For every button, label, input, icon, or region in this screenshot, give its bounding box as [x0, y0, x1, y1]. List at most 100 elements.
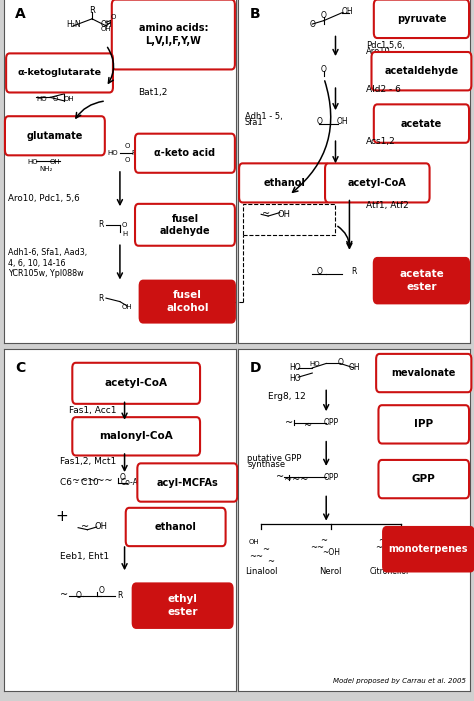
Text: OPP: OPP [323, 418, 338, 427]
Text: O: O [110, 14, 116, 20]
FancyBboxPatch shape [374, 0, 469, 38]
Text: R: R [99, 220, 104, 229]
Text: ~: ~ [285, 418, 293, 428]
Text: Fas1,2, Mct1: Fas1,2, Mct1 [60, 458, 116, 466]
FancyBboxPatch shape [374, 258, 469, 304]
FancyBboxPatch shape [383, 527, 474, 571]
Text: fusel
aldehyde: fusel aldehyde [160, 214, 210, 236]
Text: OH: OH [100, 27, 111, 32]
Text: malonyl-CoA: malonyl-CoA [100, 431, 173, 442]
Text: O: O [124, 157, 129, 163]
Text: O: O [122, 222, 127, 228]
Text: α-keto acid: α-keto acid [155, 148, 216, 158]
FancyBboxPatch shape [112, 0, 235, 69]
Text: putative GPP: putative GPP [247, 454, 301, 463]
FancyBboxPatch shape [376, 354, 471, 392]
Text: ~~~~~: ~~~~~ [72, 476, 112, 486]
Text: ~: ~ [303, 421, 312, 431]
Text: ethyl
ester: ethyl ester [167, 594, 198, 617]
FancyBboxPatch shape [239, 163, 330, 203]
Text: ~: ~ [262, 210, 270, 219]
FancyBboxPatch shape [325, 163, 429, 203]
Text: O: O [119, 473, 125, 482]
Text: ~: ~ [378, 536, 385, 545]
Text: O: O [310, 20, 315, 29]
FancyBboxPatch shape [73, 417, 200, 456]
FancyBboxPatch shape [140, 280, 235, 322]
FancyBboxPatch shape [135, 134, 235, 172]
Text: ~: ~ [262, 545, 269, 554]
Text: ~OH: ~OH [322, 548, 340, 557]
Text: OH: OH [348, 363, 360, 372]
Text: R: R [117, 591, 123, 600]
Text: Co-A: Co-A [120, 478, 138, 487]
FancyBboxPatch shape [378, 405, 469, 444]
Text: OH: OH [121, 304, 132, 310]
Text: H: H [122, 231, 127, 236]
Text: Nerol: Nerol [319, 567, 342, 576]
Text: Eeb1, Eht1: Eeb1, Eht1 [60, 552, 109, 561]
Text: glutamate: glutamate [27, 131, 83, 141]
Text: Adh1-6, Sfa1, Aad3,
4, 6, 10, 14-16
YCR105w, Ypl088w: Adh1-6, Sfa1, Aad3, 4, 6, 10, 14-16 YCR1… [9, 248, 88, 278]
Text: HO: HO [309, 362, 320, 367]
Text: Aro10: Aro10 [366, 48, 391, 57]
FancyBboxPatch shape [137, 463, 237, 502]
FancyBboxPatch shape [126, 508, 226, 546]
Text: HO: HO [108, 150, 118, 156]
Text: IPP: IPP [414, 419, 433, 429]
FancyBboxPatch shape [135, 204, 235, 246]
Text: OH: OH [383, 552, 394, 557]
Text: Aro10, Pdc1, 5,6: Aro10, Pdc1, 5,6 [9, 194, 80, 203]
Text: acetyl-CoA: acetyl-CoA [348, 178, 407, 188]
Text: Linalool: Linalool [245, 567, 277, 576]
Text: R: R [89, 6, 95, 15]
FancyBboxPatch shape [6, 53, 113, 93]
Text: Fas1, Acc1: Fas1, Acc1 [69, 406, 116, 415]
Text: HO: HO [36, 96, 47, 102]
Text: acetaldehyde: acetaldehyde [384, 66, 458, 76]
Text: acetyl-CoA: acetyl-CoA [105, 379, 168, 388]
Text: OH: OH [100, 20, 112, 29]
Text: Pdc1,5,6,: Pdc1,5,6, [366, 41, 405, 50]
Text: O: O [99, 586, 104, 594]
Text: O: O [321, 65, 327, 74]
Text: ~~~: ~~~ [284, 475, 308, 485]
Text: Sfa1: Sfa1 [245, 118, 264, 128]
Text: Acs1,2: Acs1,2 [366, 137, 395, 147]
Text: R: R [131, 150, 136, 156]
Text: synthase: synthase [247, 461, 285, 469]
Text: HO: HO [289, 374, 301, 383]
Text: pyruvate: pyruvate [397, 14, 446, 24]
Text: Citronellol: Citronellol [369, 567, 409, 576]
Text: Adh1 - 5,: Adh1 - 5, [245, 112, 283, 121]
Text: amino acids:
L,V,I,F,Y,W: amino acids: L,V,I,F,Y,W [138, 23, 208, 46]
Text: C: C [15, 361, 26, 375]
Text: ~: ~ [320, 536, 328, 545]
Text: ~: ~ [276, 472, 284, 482]
FancyBboxPatch shape [374, 104, 469, 143]
Text: O: O [337, 358, 343, 367]
Text: OH: OH [337, 117, 348, 126]
Text: α-ketoglutarate: α-ketoglutarate [18, 69, 101, 77]
Text: R: R [351, 267, 357, 276]
Text: Model proposed by Carrau et al. 2005: Model proposed by Carrau et al. 2005 [333, 678, 465, 683]
Text: ethanol: ethanol [264, 178, 305, 188]
Text: mevalonate: mevalonate [392, 368, 456, 378]
Text: D: D [249, 361, 261, 375]
Text: fusel
alcohol: fusel alcohol [166, 290, 209, 313]
Text: OH: OH [278, 210, 291, 219]
Text: O: O [75, 591, 81, 600]
Text: Atf1, Atf2: Atf1, Atf2 [366, 201, 409, 210]
Text: A: A [15, 6, 26, 20]
Text: O: O [316, 267, 322, 276]
Text: acetate: acetate [401, 118, 442, 128]
Text: ~: ~ [81, 522, 89, 532]
Text: acetate
ester: acetate ester [399, 269, 444, 292]
Text: Bat1,2: Bat1,2 [138, 88, 168, 97]
Text: O: O [321, 11, 327, 20]
Text: ~: ~ [60, 590, 68, 600]
Text: O: O [52, 96, 57, 102]
Text: ~~: ~~ [249, 552, 264, 561]
Text: OH: OH [64, 96, 74, 102]
Text: B: B [249, 6, 260, 20]
